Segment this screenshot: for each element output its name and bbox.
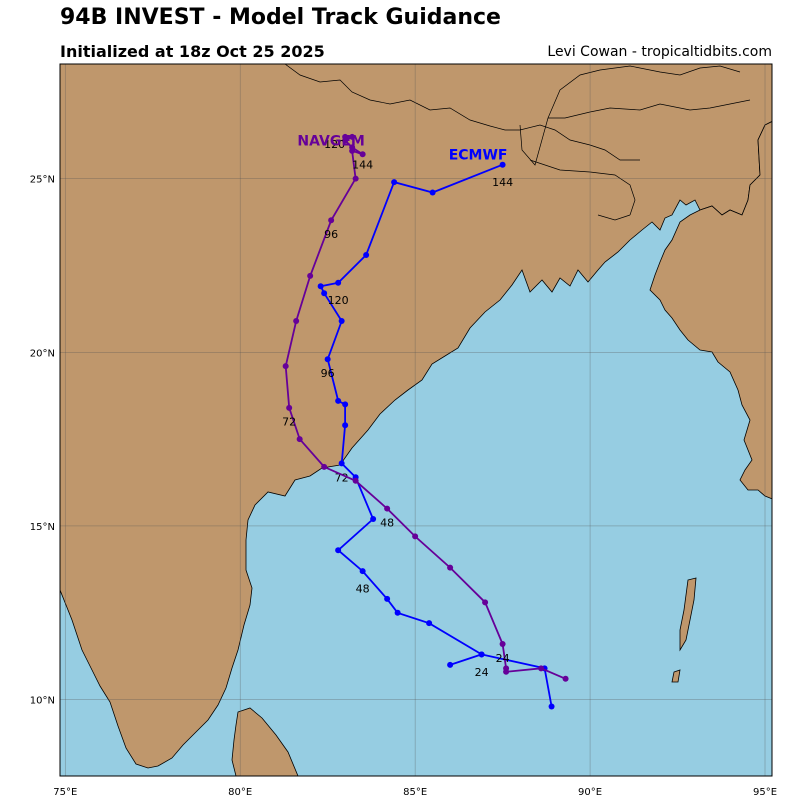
model-name-label: ECMWF: [449, 147, 508, 163]
credit-text: Levi Cowan - tropicaltidbits.com: [547, 44, 772, 60]
track-point: [293, 318, 300, 325]
y-axis: 10°N 15°N 20°N 25°N: [30, 175, 55, 707]
land-myanmar: [649, 121, 772, 500]
track-point: [429, 189, 436, 196]
track-ecmwf: 24 48 72 96 120 144 ECMWF: [317, 147, 555, 710]
track-point: [412, 533, 419, 540]
track-point: [359, 568, 366, 575]
chart-subtitle: Initialized at 18z Oct 25 2025: [60, 42, 325, 61]
graticule: [60, 64, 772, 776]
track-point: [363, 252, 370, 259]
track-point: [342, 133, 349, 140]
track-point: [349, 133, 356, 140]
y-tick-label: 15°N: [30, 522, 55, 533]
forecast-hour-label: 72: [335, 471, 349, 484]
track-point: [338, 460, 345, 467]
track-point: [335, 279, 342, 286]
track-point: [384, 505, 391, 512]
x-axis: 75°E 80°E 85°E 90°E 95°E: [53, 787, 777, 798]
x-tick-label: 95°E: [753, 787, 777, 798]
forecast-hour-label: 72: [282, 416, 296, 429]
x-tick-label: 75°E: [53, 787, 77, 798]
y-tick-label: 25°N: [30, 175, 55, 186]
track-point: [321, 463, 328, 470]
land-andaman: [679, 577, 697, 652]
x-tick-label: 85°E: [403, 787, 427, 798]
track-point: [482, 599, 489, 606]
track-point: [352, 477, 359, 484]
track-point: [384, 595, 391, 602]
forecast-hour-label: 48: [356, 582, 370, 595]
track-point: [349, 144, 356, 151]
track-point: [426, 620, 433, 627]
track-point: [307, 272, 314, 279]
forecast-hour-label: 48: [380, 516, 394, 529]
chart-title: 94B INVEST - Model Track Guidance: [60, 5, 501, 30]
track-navgem: 24 48 72 96 120 144 NAVGEM: [282, 133, 569, 682]
land-sri-lanka: [231, 707, 299, 776]
border-lines: [284, 64, 751, 221]
forecast-hour-label: 120: [328, 294, 349, 307]
track-point: [342, 422, 349, 429]
track-point: [328, 217, 335, 224]
forecast-hour-label: 120: [324, 138, 345, 151]
track-point: [282, 363, 289, 370]
forecast-hour-label: 96: [324, 228, 338, 241]
y-tick-label: 10°N: [30, 696, 55, 707]
track-point: [338, 318, 345, 325]
track-point: [499, 161, 506, 168]
track-point: [370, 515, 377, 522]
track-point: [296, 436, 303, 443]
track-point: [499, 641, 506, 648]
x-tick-label: 80°E: [228, 787, 252, 798]
track-point: [335, 397, 342, 404]
land-nicobar: [671, 669, 681, 683]
x-tick-label: 90°E: [578, 787, 602, 798]
track-point: [359, 151, 366, 158]
track-point: [548, 703, 555, 710]
track-point: [317, 283, 324, 290]
track-point: [321, 290, 328, 297]
model-name-label: NAVGEM: [297, 133, 364, 149]
track-point: [447, 564, 454, 571]
track-point: [342, 401, 349, 408]
track-point: [324, 356, 331, 363]
track-point: [335, 547, 342, 554]
track-point: [503, 665, 510, 672]
track-point: [286, 404, 293, 411]
y-tick-label: 20°N: [30, 348, 55, 359]
model-tracks: 24 48 72 96 120 144 ECMWF 24 48 72 96 120 144 NAVGEM: [282, 133, 569, 710]
track-point: [538, 665, 545, 672]
forecast-hour-label: 144: [352, 159, 373, 172]
forecast-hour-label: 96: [321, 367, 335, 380]
track-point: [447, 661, 454, 668]
land-india: [60, 64, 772, 769]
track-point: [478, 651, 485, 658]
forecast-hour-label: 144: [492, 176, 513, 189]
track-point: [562, 675, 569, 682]
plot-frame: [59, 63, 773, 777]
forecast-hour-label: 24: [496, 652, 510, 665]
track-point: [352, 175, 359, 182]
land-layer: [60, 64, 772, 776]
track-point: [394, 609, 401, 616]
track-point: [391, 179, 398, 186]
forecast-hour-label: 24: [475, 666, 489, 679]
